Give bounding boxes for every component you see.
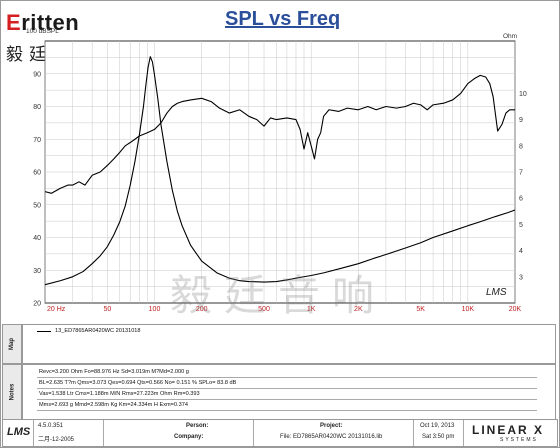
footer-date-cell: Oct 19, 2013 Sat 3:50 pm	[413, 420, 464, 446]
notes-rule	[37, 399, 537, 400]
grid	[44, 41, 516, 303]
notes-rule	[37, 388, 537, 389]
x-tick-label: 20 Hz	[47, 306, 66, 313]
y-left-tick-label: 40	[33, 235, 41, 242]
watermark: 毅廷音响	[170, 271, 387, 320]
footer-version: 4.5.0.351	[38, 423, 64, 429]
right-axis-unit: Ohm	[503, 33, 518, 40]
x-tick-label: 5K	[416, 306, 425, 313]
notes-panel: Revc=3.200 Ohm Fo=88.976 Hz Sd=3.019m M?…	[22, 364, 556, 420]
y-right-tick-label: 3	[519, 274, 523, 281]
footer-date-cn: 二月-12-2005	[38, 437, 75, 443]
notes-rule	[37, 410, 537, 411]
legend-entry: 13_ED7865AR0420WC 20131018	[55, 328, 141, 334]
footer-brand: LINEAR X	[472, 423, 545, 437]
legend-swatch	[37, 331, 51, 332]
footer-date: Oct 19, 2013	[420, 423, 455, 429]
footer-time: Sat 3:50 pm	[422, 434, 455, 440]
spl-curve	[44, 74, 515, 194]
series-group	[44, 56, 516, 286]
x-tick-label: 100	[149, 306, 161, 313]
lms-watermark: LMS	[486, 287, 507, 298]
map-tab[interactable]: Map	[2, 324, 22, 364]
notes-line-3: Vas=1.538 Ltr Cms=1.188m M/N Rms=27.223m…	[39, 391, 200, 397]
x-tick-label: 1K	[307, 306, 316, 313]
notes-line-1: Revc=3.200 Ohm Fo=88.976 Hz Sd=3.019m M?…	[39, 369, 189, 375]
y-right-tick-label: 4	[519, 248, 523, 255]
footer: LMS 4.5.0.351 二月-12-2005 Person: Company…	[2, 419, 558, 447]
y-left-tick-label: 20	[33, 301, 41, 308]
x-tick-label: 500	[258, 306, 270, 313]
x-tick-label: 10K	[462, 306, 475, 313]
y-left-tick-label: 50	[33, 202, 41, 209]
footer-project-label: Project:	[320, 423, 343, 429]
impedance-curve	[44, 56, 516, 286]
x-tick-label: 50	[103, 306, 111, 313]
y-right-tick-label: 6	[519, 196, 523, 203]
footer-version-cell: 4.5.0.351 二月-12-2005	[33, 420, 104, 446]
footer-brand-cell: LINEAR X SYSTEMS	[463, 420, 558, 446]
left-axis-unit: 100 dBSPL	[26, 28, 59, 35]
chart-title: SPL vs Freq	[225, 8, 341, 30]
x-tick-label: 200	[196, 306, 208, 313]
y-right-ticks: 3 4 5 6 7 8 9 10	[519, 91, 527, 281]
logo: Eritten	[6, 10, 79, 36]
map-panel: 13_ED7865AR0420WC 20131018	[22, 324, 556, 364]
x-ticks: 20 Hz 50 100 200 500 1K 2K 5K 10K 20K	[47, 306, 522, 313]
x-tick-label: 2K	[354, 306, 363, 313]
logo-text: Eritten	[6, 10, 80, 35]
y-left-tick-label: 30	[33, 268, 41, 275]
footer-brand-sub: SYSTEMS	[500, 437, 538, 443]
y-right-tick-label: 9	[519, 117, 523, 124]
y-left-tick-label: 80	[33, 104, 41, 111]
footer-lms-cell: LMS	[3, 420, 33, 446]
y-left-tick-label: 90	[33, 71, 41, 78]
x-tick-label: 20K	[509, 306, 522, 313]
y-right-tick-label: 8	[519, 143, 523, 150]
y-left-tick-label: 60	[33, 170, 41, 177]
notes-line-2: BL=2.635 T?m Qms=3.073 Qes=0.694 Qts=0.5…	[39, 380, 237, 386]
y-left-tick-label: 70	[33, 137, 41, 144]
footer-person-cell: Person: Company:	[103, 420, 254, 446]
spl-chart: 20 Hz 50 100 200 500 1K 2K 5K 10K 20K 20 30 40 50 60 7…	[33, 40, 527, 313]
footer-company-label: Company:	[174, 434, 204, 440]
footer-file: File: ED7865AR0420WC 20131016.lib	[280, 434, 383, 440]
y-right-tick-label: 7	[519, 170, 523, 177]
footer-person-label: Person:	[186, 423, 209, 429]
notes-tab[interactable]: Notes	[2, 364, 22, 420]
y-right-tick-label: 5	[519, 222, 523, 229]
notes-rule	[37, 377, 537, 378]
footer-project-cell: Project: File: ED7865AR0420WC 20131016.l…	[253, 420, 414, 446]
footer-lms-logo: LMS	[7, 426, 31, 438]
y-right-tick-label: 10	[519, 91, 527, 98]
notes-line-4: Mms=2.693 g Mmd=2.598m Kg Km=24.334m H E…	[39, 402, 188, 408]
y-left-ticks: 20 30 40 50 60 70 80 90	[33, 71, 41, 307]
